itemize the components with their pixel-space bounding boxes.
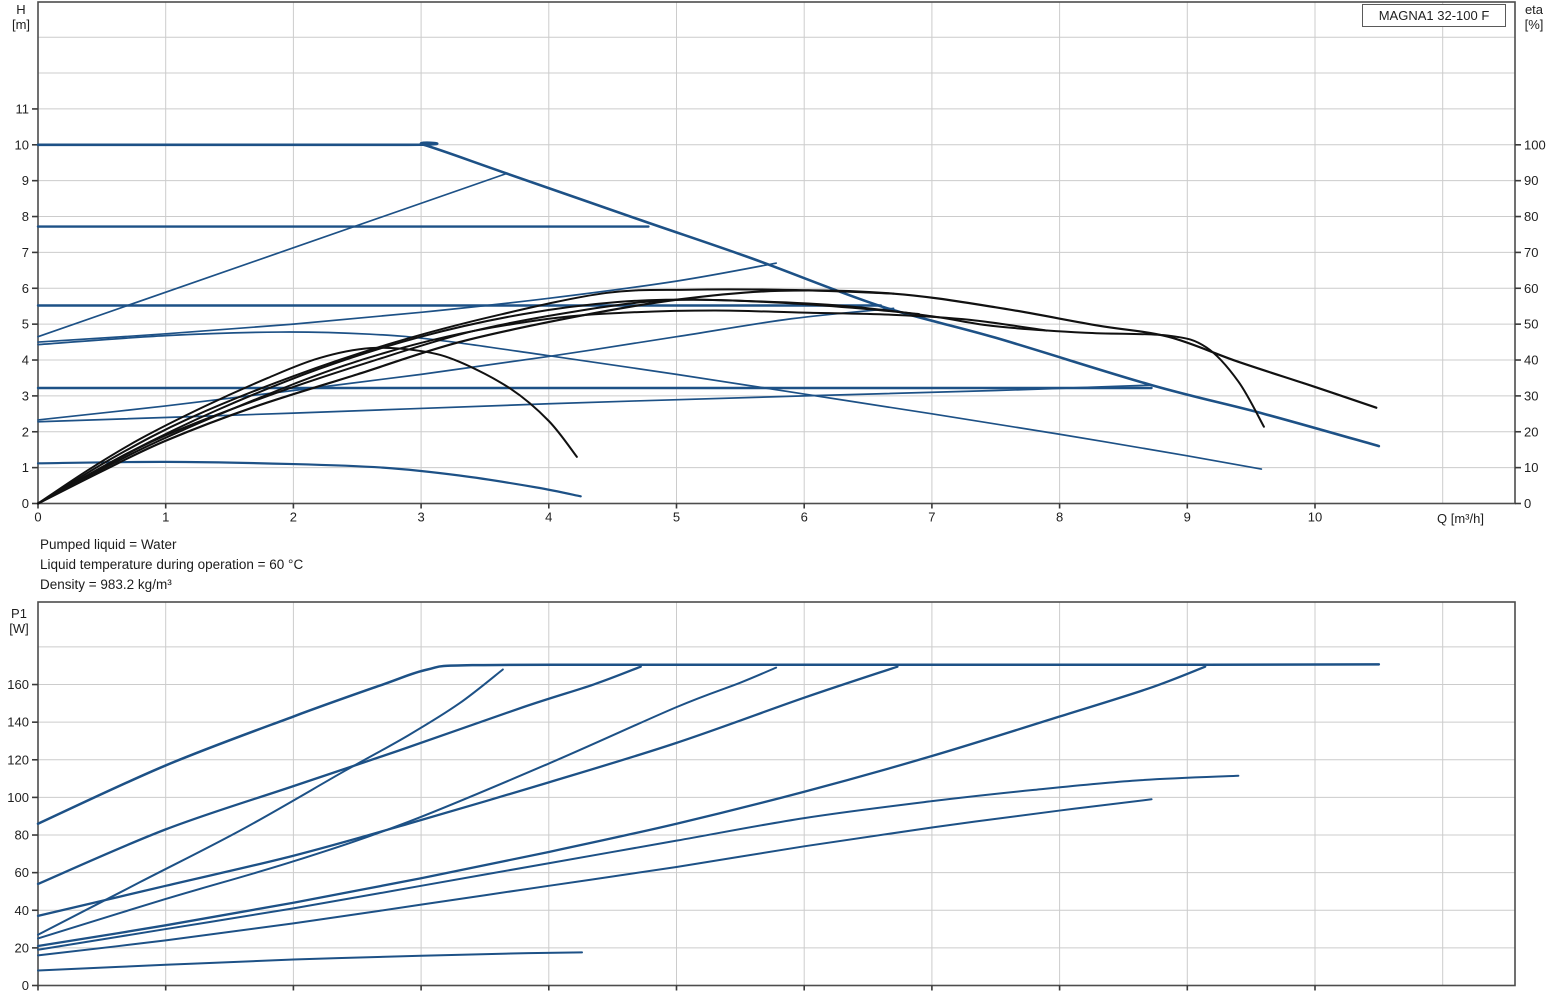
curve-power-min-speed (37, 951, 584, 972)
power-chart-ticklabel: 60 (15, 865, 29, 880)
hq-efficiency-chart-ticklabel: 8 (22, 209, 29, 224)
curve-power-const-pressure-5.5 (36, 665, 899, 918)
hq-efficiency-chart-ticklabel: 20 (1524, 424, 1538, 439)
hq-efficiency-chart-ticklabel: 11 (16, 101, 30, 116)
hq-efficiency-chart-ticklabel: 7 (22, 245, 29, 260)
curve-power-setpoint-low (37, 798, 1153, 957)
curve-power-prop-pressure-high (37, 668, 504, 936)
hq-efficiency-chart-ticklabel: 7 (928, 510, 935, 525)
hq-efficiency-chart-ticklabel: 5 (22, 317, 29, 332)
power-chart-ticklabel: 40 (15, 903, 29, 918)
curve-min-speed-curve (36, 460, 582, 498)
hq-efficiency-chart-ticklabel: 5 (673, 510, 680, 525)
power-axis-title: P1 [W] (9, 606, 29, 636)
flow-axis-title: Q [m³/h] (1437, 511, 1484, 526)
hq-efficiency-chart-ticklabel: 100 (1524, 137, 1546, 152)
power-chart-ticklabel: 120 (7, 752, 29, 767)
hq-efficiency-chart-ticklabel: 3 (22, 388, 29, 403)
hq-efficiency-chart-ticklabel: 80 (1524, 209, 1538, 224)
hq-efficiency-chart-ticklabel: 60 (1524, 281, 1538, 296)
hq-efficiency-chart-ticklabel: 0 (1524, 496, 1531, 511)
hq-efficiency-chart-ticklabel: 2 (290, 510, 297, 525)
hq-efficiency-chart-ticklabel: 40 (1524, 353, 1538, 368)
curve-prop-pressure-mid-curve (37, 262, 777, 343)
curve-power-speed-curve-mid (37, 774, 1240, 951)
hq-efficiency-chart-ticklabel: 70 (1524, 245, 1538, 260)
hq-efficiency-chart-ticklabel: 6 (801, 510, 808, 525)
curve-speed-curve-mid (37, 331, 1263, 470)
power-chart-ticklabel: 20 (15, 940, 29, 955)
hq-efficiency-chart-ticklabel: 9 (22, 173, 29, 188)
hq-efficiency-chart-ticklabel: 50 (1524, 317, 1538, 332)
hq-efficiency-chart-ticklabel: 3 (417, 510, 424, 525)
hq-efficiency-chart-ticklabel: 0 (22, 496, 29, 511)
power-chart-ticklabel: 100 (7, 790, 29, 805)
hq-efficiency-chart-ticklabel: 6 (22, 281, 29, 296)
liquid-info-block: Pumped liquid = Water Liquid temperature… (40, 535, 303, 595)
curve-eta-curve-5 (37, 309, 1048, 505)
curve-eta-curve-min-speed (37, 346, 578, 505)
curve-power-const-pressure-7.7 (36, 665, 642, 886)
power-chart-ticklabel: 80 (15, 828, 29, 843)
curve-eta-curve-max-speed (36, 289, 1378, 505)
pump-model-title: MAGNA1 32-100 F (1362, 4, 1506, 27)
power-chart-ticklabel: 0 (22, 978, 29, 991)
pumped-liquid-line: Pumped liquid = Water (40, 537, 177, 552)
curve-power-max-speed (36, 663, 1381, 825)
hq-efficiency-chart-ticklabel: 1 (162, 510, 169, 525)
power-chart-ticklabel: 140 (7, 715, 29, 730)
curve-max-speed-curve (36, 141, 1381, 448)
power-chart-frame (37, 601, 1516, 987)
hq-efficiency-chart-ticklabel: 8 (1056, 510, 1063, 525)
eta-axis-title: eta [%] (1524, 2, 1544, 32)
curve-prop-pressure-high-curve (37, 172, 508, 338)
hq-efficiency-chart-ticklabel: 10 (15, 137, 29, 152)
curve-power-prop-pressure-mid (37, 666, 778, 940)
curve-prop-pressure-low-curve (37, 307, 895, 421)
liquid-temperature-line: Liquid temperature during operation = 60… (40, 557, 304, 572)
head-axis-title: H [m] (11, 2, 31, 32)
hq-efficiency-chart-ticklabel: 10 (1524, 460, 1538, 475)
hq-efficiency-chart-ticklabel: 10 (1308, 510, 1322, 525)
curve-power-const-pressure-3.2 (36, 665, 1207, 948)
hq-efficiency-chart-ticklabel: 30 (1524, 388, 1538, 403)
hq-efficiency-chart-ticklabel: 4 (545, 510, 552, 525)
power-chart-ticklabel: 160 (7, 677, 29, 692)
hq-efficiency-chart-ticklabel: 2 (22, 424, 29, 439)
hq-efficiency-chart-ticklabel: 90 (1524, 173, 1538, 188)
curve-eta-curve-4 (37, 298, 921, 505)
density-line: Density = 983.2 kg/m³ (40, 577, 172, 592)
hq-efficiency-chart-ticklabel: 0 (34, 510, 41, 525)
curve-eta-curve-3 (37, 288, 895, 505)
hq-efficiency-chart-ticklabel: 4 (22, 353, 29, 368)
hq-efficiency-chart-ticklabel: 1 (22, 460, 29, 475)
hq-efficiency-chart-ticklabel: 9 (1184, 510, 1191, 525)
curve-setpoint-low-curve (37, 384, 1153, 423)
